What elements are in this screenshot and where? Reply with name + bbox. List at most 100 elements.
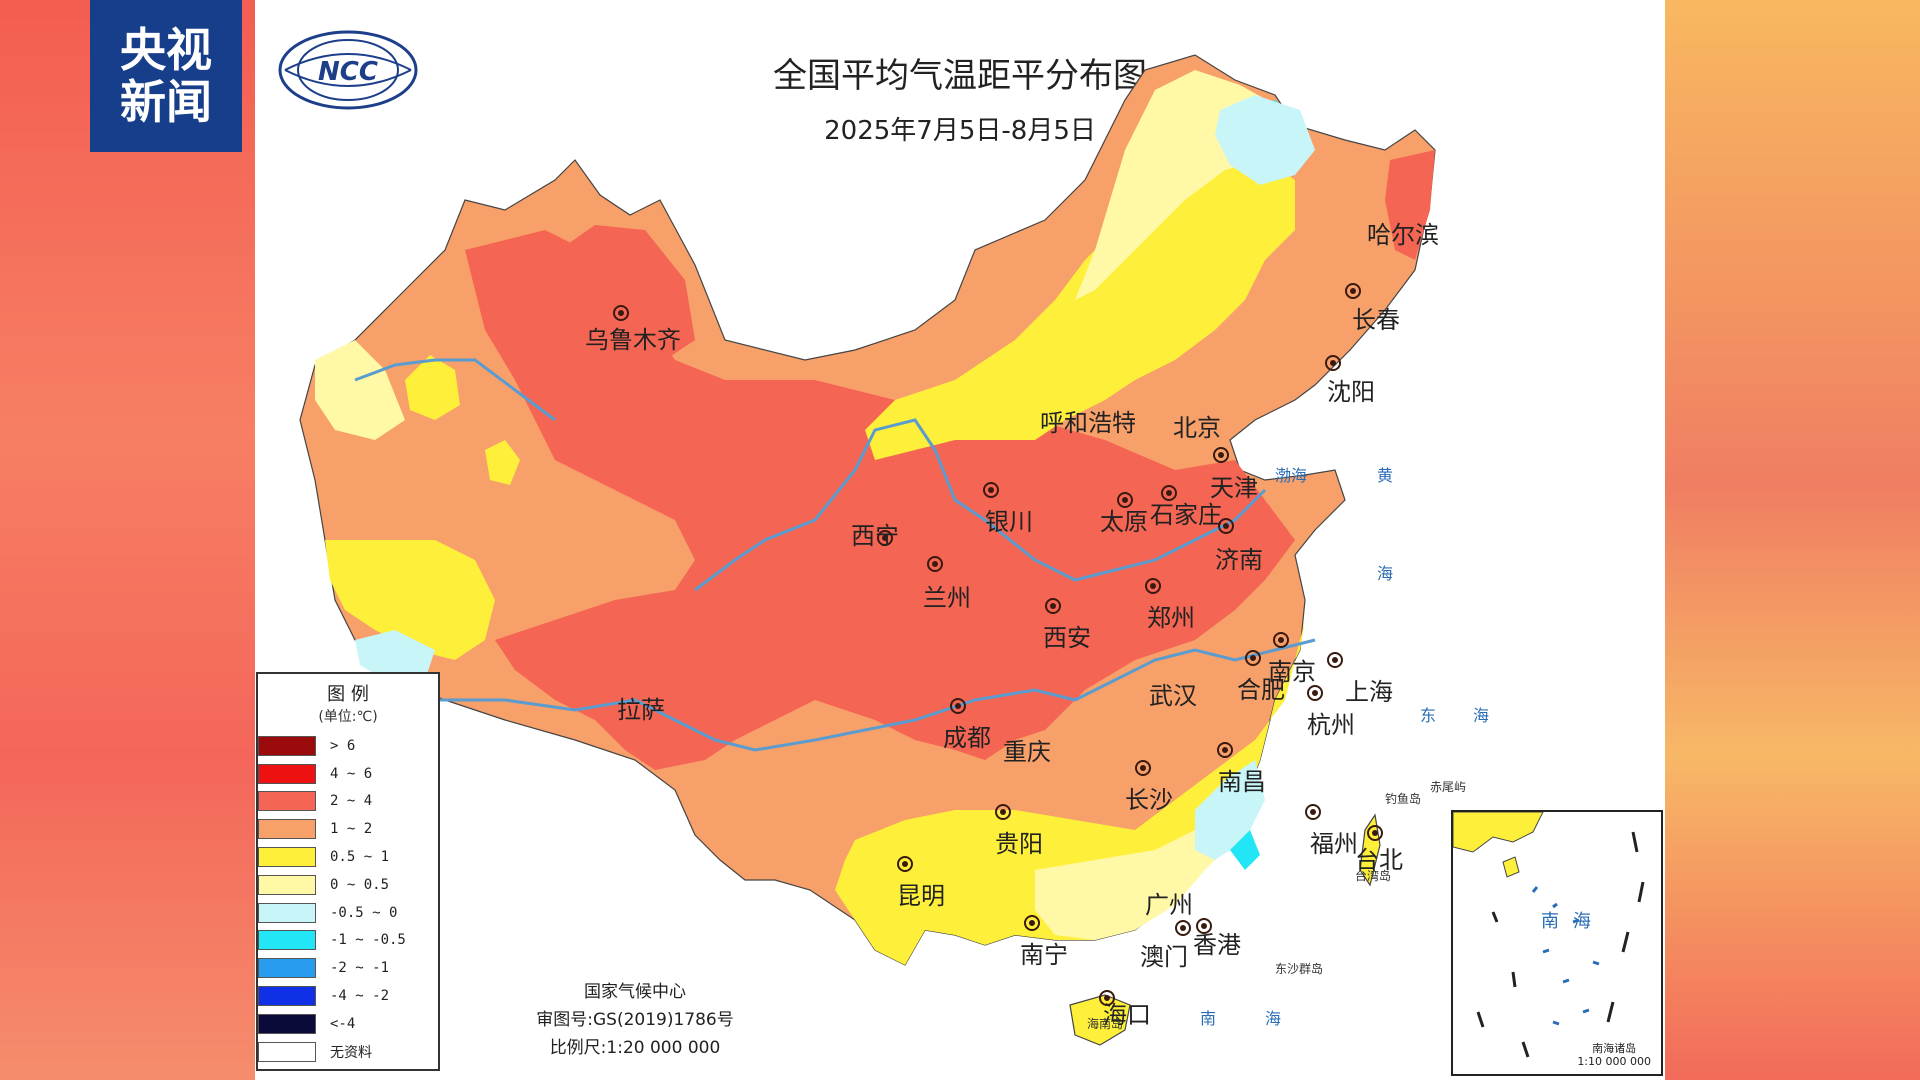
sea-label-nanhai-2: 海 [1265,1009,1282,1028]
legend-row: 4 ~ 6 [258,760,438,788]
south-china-sea-inset: 南 海 南海诸岛 1:10 000 000 [1451,810,1663,1076]
city-label-hangzhou: 杭州 [1307,711,1355,739]
legend-label: -4 ~ -2 [330,988,390,1005]
region-neg-half-to-0-northeast [1215,95,1315,185]
legend-swatch [258,819,316,840]
region-1to2-southwest [705,740,815,830]
legend-swatch [258,874,316,895]
region-neg-half-to-0-west [355,630,435,680]
cctv-news-logo: 央视 新闻 [90,0,242,152]
legend-label: 0 ~ 0.5 [330,876,390,893]
city-marker-nanning [1024,915,1040,931]
china-temperature-map [299,54,1436,1046]
legend-swatch [258,791,316,812]
map-title: 全国平均气温距平分布图 [773,56,1147,96]
region-2to4-northeast [1385,150,1435,260]
city-marker-xian [1045,598,1061,614]
sea-label-bohai: 渤海 [1275,466,1308,485]
city-label-chongqing: 重庆 [1003,738,1051,766]
city-label-yinchuan: 银川 [985,508,1033,536]
city-marker-urumqi [613,305,629,321]
city-marker-shanghai [1327,652,1343,668]
region-neg-1-to-neg-half-fujian [1230,830,1260,870]
city-marker-haikou [1099,990,1115,1006]
legend-swatch [258,986,316,1007]
island-label-hainan: 海南岛 [1087,1017,1124,1031]
ncc-logo-icon: NCC [278,30,418,110]
city-marker-chengdu [950,698,966,714]
region-2to4-central [465,230,1295,770]
city-label-changchun: 长春 [1352,306,1400,334]
region-half-to-1-xinjiang-spot-2 [485,440,520,485]
city-label-guangzhou: 广州 [1145,891,1193,919]
city-label-hefei: 合肥 [1237,676,1285,704]
city-label-lhasa: 拉萨 [617,696,665,724]
region-half-to-1-west [325,540,495,660]
sea-label-donghai-1: 东 [1420,706,1437,725]
legend-row: <-4 [258,1010,438,1038]
city-marker-taipei [1367,825,1383,841]
legend-swatch [258,902,316,923]
city-label-guiyang: 贵阳 [995,830,1043,858]
inset-caption: 南海诸岛 1:10 000 000 [1577,1042,1651,1068]
region-2to4-xinjiang [545,225,695,360]
city-label-zhengzhou: 郑州 [1147,604,1195,632]
city-label-xian: 西安 [1043,624,1091,652]
city-label-wuhan: 武汉 [1149,682,1197,710]
legend-rows: > 6 4 ~ 6 2 ~ 4 1 ~ 2 0.5 ~ 1 0 ~ 0.5 -0.5 ~ 0… [258,732,438,1066]
city-label-jinan: 济南 [1215,546,1263,574]
city-label-xining: 西宁 [851,522,899,550]
legend-unit: (单位:℃) [318,709,378,725]
logo-line-2: 新闻 [120,75,212,129]
region-0-to-half-west [315,340,405,440]
legend-label: -0.5 ~ 0 [330,904,398,921]
legend-row: 1 ~ 2 [258,815,438,843]
legend-row: -1 ~ -0.5 [258,927,438,955]
city-marker-jinan [1218,518,1234,534]
city-marker-nanjing [1273,632,1289,648]
sea-label-nanhai-1: 南 [1200,1009,1217,1028]
city-label-lanzhou: 兰州 [923,584,971,612]
background-left-blur [0,0,255,1080]
inset-label: 南海诸岛 [1592,1042,1637,1055]
legend-swatch [258,1041,316,1062]
city-label-changsha: 长沙 [1125,786,1173,814]
background-right-blur [1665,0,1920,1080]
legend: 图 例 (单位:℃) > 6 4 ~ 6 2 ~ 4 1 ~ 2 0.5 ~ 1 0 ~ … [256,672,440,1071]
city-marker-xining [877,530,893,546]
city-label-taipei: 台北 [1355,846,1403,874]
tarim-river [354,358,556,422]
city-marker-tianjin [1213,447,1229,463]
city-marker-shenyang [1325,355,1341,371]
city-label-harbin: 哈尔滨 [1367,221,1439,249]
sea-label-huanghai-2: 海 [1377,564,1394,583]
inset-scale: 1:10 000 000 [1577,1055,1651,1068]
yangtze-river [435,638,1316,752]
city-label-hongkong: 香港 [1193,931,1241,959]
region-0-to-half-south [1035,800,1235,940]
legend-label: 4 ~ 6 [330,765,373,782]
sea-label-donghai-2: 海 [1473,706,1490,725]
legend-label: 2 ~ 4 [330,793,373,810]
island-label-chiwei: 赤尾屿 [1430,780,1467,794]
legend-row: -2 ~ -1 [258,954,438,982]
city-label-hohhot: 呼和浩特 [1040,409,1136,437]
city-label-urumqi: 乌鲁木齐 [585,326,681,354]
inset-sea-label-1: 南 [1541,911,1559,932]
city-label-macau: 澳门 [1140,943,1188,971]
city-label-nanchang: 南昌 [1218,768,1266,796]
city-marker-fuzhou [1305,804,1321,820]
legend-row: > 6 [258,732,438,760]
city-label-shijiazhuang: 石家庄 [1150,501,1222,529]
legend-label: > 6 [330,737,356,754]
city-label-chengdu: 成都 [943,724,991,752]
yellow-river [694,418,1267,592]
city-marker-changchun [1345,283,1361,299]
legend-swatch [258,1013,316,1034]
city-marker-lanzhou [927,556,943,572]
footer-scale: 比例尺:1:20 000 000 [549,1038,721,1058]
city-marker-changsha [1135,760,1151,776]
legend-swatch [258,930,316,951]
legend-label: 1 ~ 2 [330,821,373,838]
city-marker-macau [1175,920,1191,936]
